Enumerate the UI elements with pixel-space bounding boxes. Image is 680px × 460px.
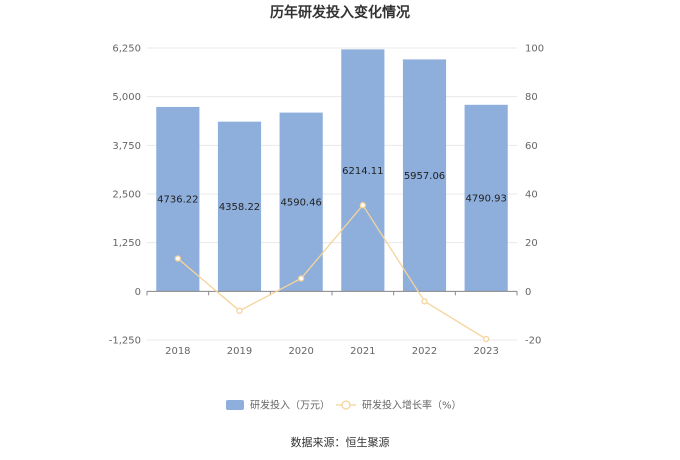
chart-title: 历年研发投入变化情况	[270, 4, 410, 21]
x-tick-label: 2021	[350, 346, 375, 357]
x-tick-label: 2020	[288, 346, 313, 357]
legend-label: 研发投入增长率（%）	[362, 399, 462, 412]
line-point	[236, 307, 243, 314]
bar-value-label: 4590.46	[280, 197, 321, 208]
y-left-tick-label: 2,500	[112, 190, 141, 201]
grid-lines	[147, 47, 517, 341]
x-tick-label: 2023	[473, 346, 498, 357]
bar-value-label: 6214.11	[342, 166, 383, 177]
legend: 研发投入（万元） 研发投入增长率（%）	[226, 399, 462, 412]
legend-label: 研发投入（万元）	[250, 399, 330, 412]
y-right-tick-label: -20	[525, 336, 541, 347]
y-right-tick-label: 40	[525, 190, 538, 201]
bar	[341, 49, 385, 292]
y-right-tick-label: 0	[525, 287, 531, 298]
y-right-tick-label: 60	[525, 141, 538, 152]
bar	[217, 121, 262, 292]
y-left-tick-label: 0	[135, 287, 141, 298]
axes: -1,250 0 1,250 2,500 3,750 5,000 6,250 -20 0 20 40…	[109, 44, 544, 358]
line-point	[298, 275, 305, 282]
bar-value-label: 4736.22	[157, 195, 198, 206]
line-point	[359, 202, 366, 209]
bar	[402, 59, 447, 292]
line-point	[483, 335, 490, 343]
bar-value-label: 4790.93	[465, 194, 506, 205]
y-left-tick-label: 5,000	[112, 92, 141, 103]
y-left-tick-label: 6,250	[112, 44, 141, 55]
bar-series	[156, 49, 508, 292]
bar-value-labels: 4736.22 4358.22 4590.46 6214.11 5957.06 4790.…	[157, 166, 507, 213]
growth-line	[177, 204, 487, 340]
y-right-tick-label: 20	[525, 238, 538, 249]
y-left-tick-label: 1,250	[112, 238, 141, 249]
line-series	[174, 202, 490, 343]
line-point	[421, 298, 428, 305]
line-point	[174, 255, 181, 262]
y-right-tick-label: 100	[525, 44, 544, 55]
y-left-tick-label: 3,750	[112, 141, 141, 152]
bar-value-label: 4358.22	[219, 202, 260, 213]
x-tick-label: 2018	[165, 346, 190, 357]
bar-value-label: 5957.06	[404, 171, 445, 182]
legend-swatch-point	[341, 400, 351, 410]
x-tick-label: 2022	[412, 346, 437, 357]
source-note: 数据来源：恒生聚源	[291, 435, 390, 449]
x-tick-label: 2019	[227, 346, 252, 357]
y-right-tick-label: 80	[525, 92, 538, 103]
bar	[464, 104, 508, 292]
legend-swatch-bar	[226, 400, 244, 410]
y-left-tick-label: -1,250	[109, 336, 141, 347]
